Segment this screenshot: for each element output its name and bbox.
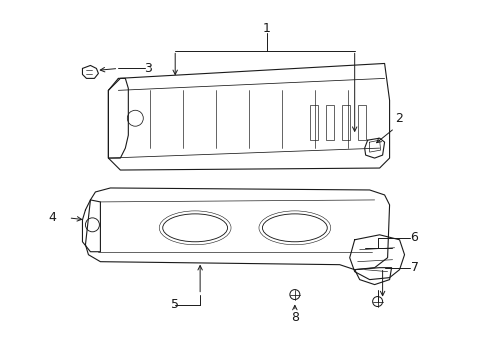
Text: 6: 6: [410, 231, 418, 244]
Text: 3: 3: [144, 62, 152, 75]
Text: 5: 5: [171, 298, 179, 311]
Text: 1: 1: [263, 22, 270, 35]
Text: 7: 7: [410, 261, 418, 274]
Bar: [357, 105, 365, 140]
Text: 2: 2: [395, 112, 403, 125]
Bar: [341, 105, 349, 140]
Bar: [325, 105, 333, 140]
Text: 4: 4: [48, 211, 57, 224]
Bar: [309, 105, 317, 140]
Text: 8: 8: [290, 311, 298, 324]
